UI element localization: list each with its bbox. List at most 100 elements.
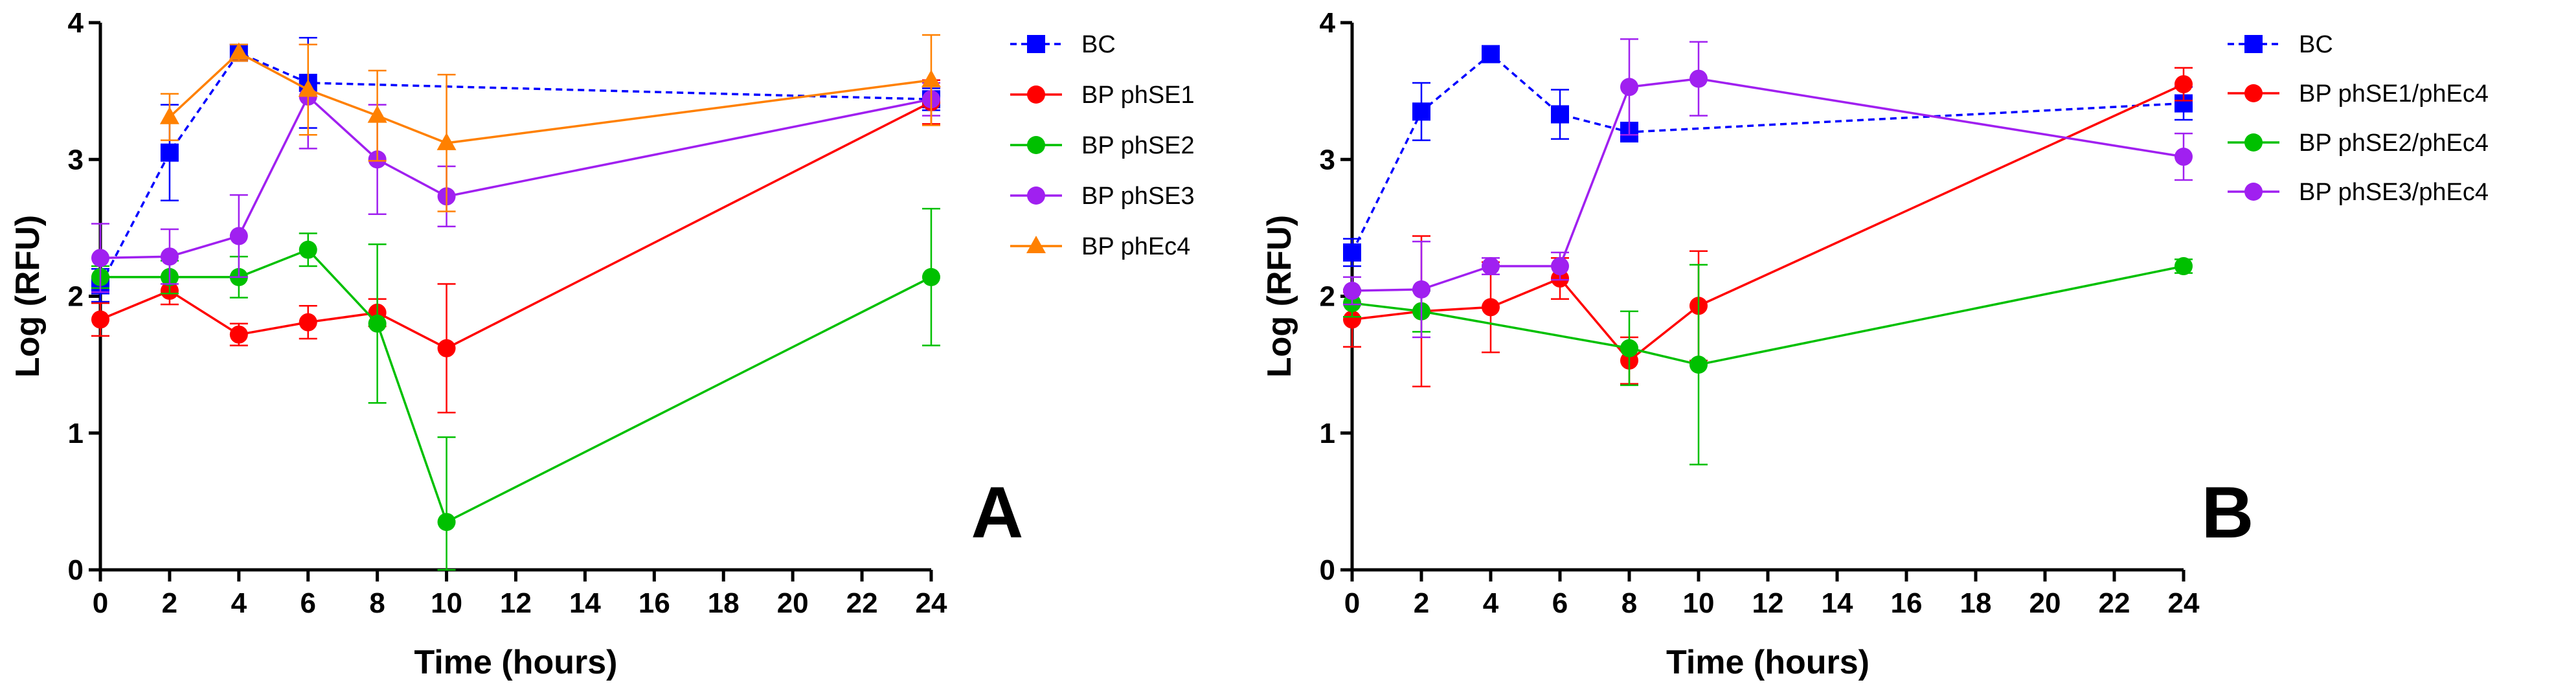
y-tick-label: 0 xyxy=(68,554,84,586)
legend-marker xyxy=(1027,85,1045,104)
series-line xyxy=(100,95,932,260)
y-tick-label: 1 xyxy=(1320,418,1335,449)
legend-label: BP phSE3 xyxy=(1081,183,1195,210)
x-tick-label: 6 xyxy=(300,587,316,619)
y-tick-label: 0 xyxy=(1320,554,1335,586)
x-axis-title: Time (hours) xyxy=(414,644,618,681)
x-tick-label: 22 xyxy=(846,587,878,619)
x-tick-label: 22 xyxy=(2099,587,2130,619)
legend-label: BP phSE1/phEc4 xyxy=(2299,80,2489,107)
data-point xyxy=(1343,282,1361,300)
y-tick-label: 3 xyxy=(1320,144,1335,175)
series-line xyxy=(1351,265,2184,366)
legend-marker xyxy=(1026,236,1046,253)
data-point xyxy=(437,339,456,357)
x-tick-label: 10 xyxy=(431,587,462,619)
x-tick-label: 24 xyxy=(2168,587,2200,619)
x-tick-label: 16 xyxy=(638,587,670,619)
panel-letter: A xyxy=(971,472,1024,553)
data-point xyxy=(922,267,940,286)
y-tick-label: 4 xyxy=(1320,7,1336,39)
data-point xyxy=(1551,105,1569,124)
series-line xyxy=(168,51,932,144)
legend-entry: BP phSE3/phEc4 xyxy=(2228,179,2489,206)
series-4 xyxy=(1343,38,2193,339)
data-point xyxy=(2175,148,2193,166)
data-point xyxy=(91,310,109,329)
legend-entry: BP phSE3 xyxy=(1010,183,1195,210)
legend-marker xyxy=(1027,186,1045,205)
series-2 xyxy=(1343,67,2193,388)
data-point xyxy=(1412,280,1430,299)
legend-label: BP phSE1 xyxy=(1081,82,1195,109)
data-point xyxy=(368,314,387,333)
legend-label: BP phSE3/phEc4 xyxy=(2299,179,2489,206)
data-point xyxy=(299,240,317,259)
series-1 xyxy=(91,36,940,303)
data-point xyxy=(2175,257,2193,276)
legend-marker xyxy=(2244,84,2263,102)
legend-label: BP phSE2 xyxy=(1081,132,1195,159)
x-tick-label: 6 xyxy=(1552,587,1568,619)
data-point xyxy=(1343,310,1361,329)
data-point xyxy=(367,105,387,123)
series-2 xyxy=(91,79,940,414)
panel-letter: B xyxy=(2202,472,2254,553)
data-point xyxy=(229,227,248,245)
x-tick-label: 0 xyxy=(1344,587,1360,619)
data-point xyxy=(299,313,317,332)
legend-label: BC xyxy=(1081,31,1116,58)
y-axis-title: Log (RFU) xyxy=(1261,215,1298,378)
series-line xyxy=(99,51,932,286)
legend-marker xyxy=(1027,35,1045,53)
legend-label: BP phSE2/phEc4 xyxy=(2299,130,2489,157)
data-point xyxy=(229,325,248,344)
data-point xyxy=(437,513,456,532)
data-point xyxy=(160,247,179,266)
y-tick-label: 4 xyxy=(68,7,84,39)
series-5 xyxy=(159,34,941,212)
data-point xyxy=(298,79,318,97)
y-tick-label: 2 xyxy=(68,281,84,313)
x-tick-label: 12 xyxy=(500,587,532,619)
x-tick-label: 8 xyxy=(1621,587,1637,619)
legend-entry: BP phSE2 xyxy=(1010,132,1195,159)
x-tick-label: 8 xyxy=(369,587,385,619)
series-line xyxy=(1351,83,2184,363)
data-point xyxy=(1689,69,1708,88)
series-3 xyxy=(91,208,940,571)
x-tick-label: 10 xyxy=(1683,587,1715,619)
legend-marker xyxy=(1027,136,1045,154)
legend-entry: BC xyxy=(1010,31,1116,58)
legend-label: BP phEc4 xyxy=(1081,233,1190,260)
series-line xyxy=(1351,52,2184,253)
y-tick-label: 1 xyxy=(68,418,84,449)
x-tick-label: 4 xyxy=(231,587,247,619)
x-tick-label: 12 xyxy=(1752,587,1784,619)
y-tick-label: 2 xyxy=(1320,281,1335,313)
legend-marker xyxy=(2244,35,2263,53)
data-point xyxy=(1482,45,1500,63)
data-point xyxy=(436,132,457,150)
data-point xyxy=(229,42,249,60)
x-tick-label: 24 xyxy=(916,587,947,619)
x-tick-label: 0 xyxy=(93,587,108,619)
data-point xyxy=(1412,102,1430,121)
legend-entry: BP phSE2/phEc4 xyxy=(2228,130,2489,157)
x-tick-label: 2 xyxy=(162,587,177,619)
data-point xyxy=(2175,75,2193,94)
data-point xyxy=(160,143,179,162)
x-axis-title: Time (hours) xyxy=(1666,644,1870,681)
series-3 xyxy=(1343,257,2193,466)
series-line xyxy=(100,100,932,350)
data-point xyxy=(91,249,109,267)
legend-label: BC xyxy=(2299,31,2333,58)
data-point xyxy=(1689,356,1708,374)
x-tick-label: 20 xyxy=(2029,587,2061,619)
data-point xyxy=(1551,257,1569,276)
legend-entry: BC xyxy=(2228,31,2333,58)
x-tick-label: 16 xyxy=(1891,587,1923,619)
legend-entry: BP phEc4 xyxy=(1010,233,1190,260)
